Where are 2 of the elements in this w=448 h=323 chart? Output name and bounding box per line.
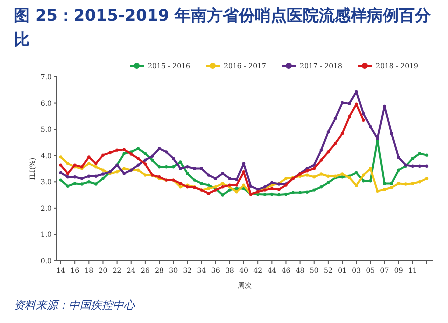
text: 资料来源：中国疾控中心	[14, 298, 135, 313]
chart-title: 图 25：2015-2019 年南方省份哨点医院流感样病例百分比	[14, 5, 432, 51]
